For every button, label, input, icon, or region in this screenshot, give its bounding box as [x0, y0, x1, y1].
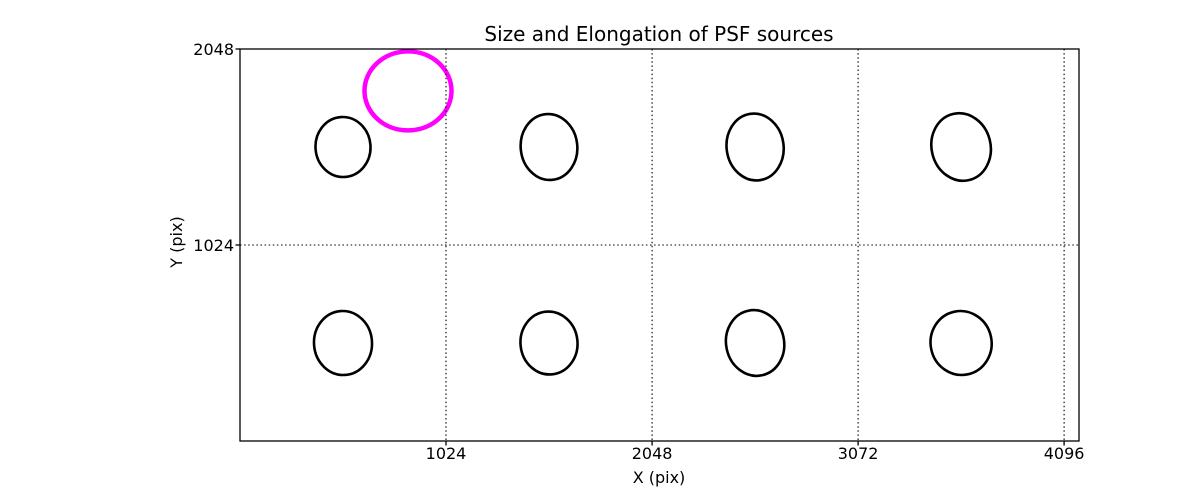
psf-ellipse — [930, 111, 993, 183]
psf-ellipse — [519, 310, 579, 376]
psf-ellipse — [725, 112, 786, 182]
chart-title: Size and Elongation of PSF sources — [484, 22, 834, 46]
psf-ellipse — [519, 112, 579, 182]
highlighted-psf-ellipse — [362, 49, 454, 133]
y-tick-label-2048: 2048 — [193, 39, 234, 59]
x-tick-label-3072: 3072 — [837, 444, 879, 463]
x-tick-label-4096: 4096 — [1043, 444, 1085, 463]
psf-ellipse — [724, 308, 786, 378]
x-axis-label: X (pix) — [632, 468, 686, 487]
psf-ellipse — [312, 309, 374, 377]
y-tick-label-1024: 1024 — [193, 235, 234, 255]
psf-ellipse — [929, 309, 993, 377]
x-tick-label-2048: 2048 — [631, 444, 673, 463]
psf-ellipse — [314, 115, 372, 179]
x-tick-label-1024: 1024 — [425, 444, 467, 463]
